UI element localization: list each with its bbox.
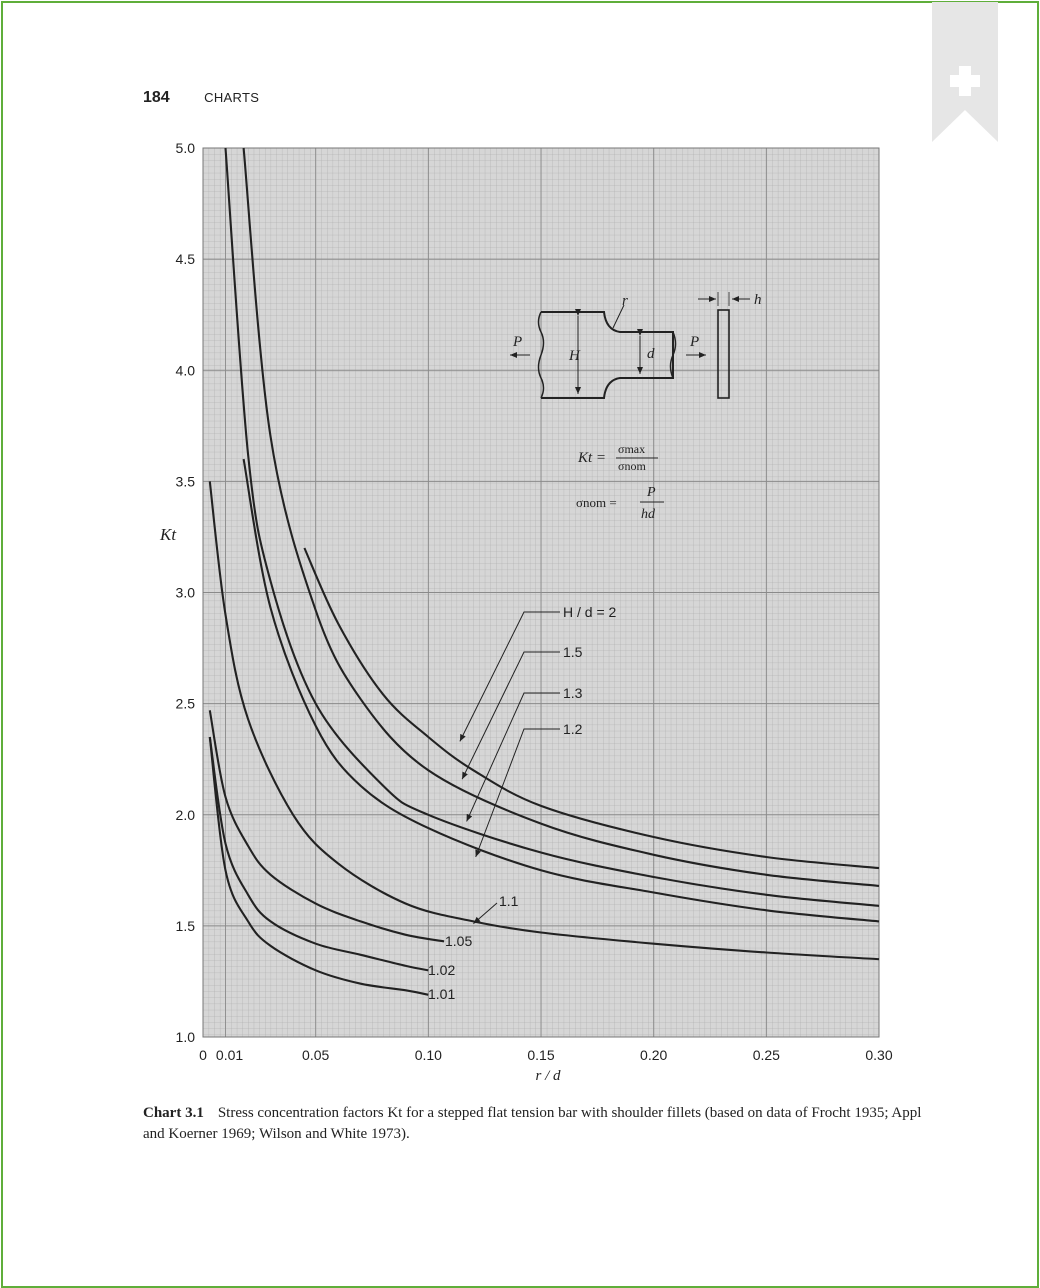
figure-caption: Chart 3.1 Stress concentration factors Kt… (143, 1103, 923, 1145)
formula-nom-lhs: σnom = (576, 495, 617, 510)
y-tick-label: 1.5 (176, 918, 196, 934)
y-tick-label: 2.5 (176, 696, 196, 712)
y-tick-label: 2.0 (176, 807, 196, 823)
curve-label: 1.1 (499, 893, 519, 909)
formula-kt-lhs: Kt = (577, 450, 606, 466)
x-tick-label: 0 (199, 1047, 207, 1063)
formula-kt-den: σnom (618, 459, 646, 473)
plot-border (202, 147, 880, 1038)
break-line-right (669, 331, 677, 379)
y-tick-label: 4.5 (176, 251, 196, 267)
curve-series-1 (242, 147, 880, 887)
curve-leader-line (475, 728, 560, 858)
curve-series-2 (224, 147, 880, 907)
caption-text: Stress concentration factors Kt for a st… (143, 1105, 922, 1142)
curve-group (208, 147, 880, 996)
formula-kt-num: σmax (618, 442, 645, 456)
y-axis-label: Kt (159, 525, 177, 544)
curve-series-3 (242, 458, 880, 923)
x-tick-label: 0.05 (302, 1047, 329, 1063)
curve-leader-line (466, 692, 560, 822)
stepped-bar-diagram (510, 292, 750, 399)
stress-concentration-chart: 1.0 1.5 2.0 2.5 3.0 3.5 4.0 4.5 5.0 0 0.01 0.05 0.10… (159, 140, 893, 1084)
page-header: 184 CHARTS (143, 89, 259, 107)
y-tick-label: 4.0 (176, 362, 196, 378)
bar-side-view (717, 309, 730, 399)
formula-nom-num: P (646, 485, 656, 500)
formula-nom-den: hd (641, 507, 656, 522)
label-H: H (568, 348, 581, 364)
formula-kt: Kt = σmax σnom (577, 442, 658, 473)
page-section-title: CHARTS (204, 90, 260, 105)
x-axis-label: r / d (535, 1068, 561, 1084)
caption-label: Chart 3.1 (143, 1105, 204, 1121)
curve-label: 1.3 (563, 685, 583, 701)
y-tick-label: 3.5 (176, 473, 196, 489)
y-tick-label: 5.0 (176, 140, 196, 156)
page-number: 184 (143, 89, 170, 106)
curve-series-5 (208, 710, 445, 943)
r-leader (612, 304, 625, 329)
label-r: r (622, 293, 628, 309)
curve-leader-line (473, 902, 498, 925)
break-line-left (537, 311, 545, 399)
y-tick-label: 3.0 (176, 585, 196, 601)
x-tick-label: 0.25 (753, 1047, 780, 1063)
curve-label: 1.02 (428, 962, 455, 978)
x-tick-label: 0.15 (527, 1047, 554, 1063)
curve-label: 1.2 (563, 721, 583, 737)
curve-label: 1.05 (445, 933, 472, 949)
x-tick-label: 0.30 (865, 1047, 892, 1063)
y-tick-label: 1.0 (176, 1029, 196, 1045)
label-h: h (754, 292, 762, 308)
curve-leader-line (459, 611, 560, 742)
curve-series-6 (208, 736, 429, 972)
curve-leader-line (461, 651, 560, 780)
major-grid (202, 147, 880, 1038)
label-d: d (647, 346, 655, 362)
x-tick-label: 0.10 (415, 1047, 442, 1063)
curve-series-4 (208, 481, 880, 961)
curve-label: 1.01 (428, 986, 455, 1002)
x-tick-label: 0.01 (216, 1047, 243, 1063)
label-P-left: P (512, 334, 522, 350)
curve-label: H / d = 2 (563, 604, 617, 620)
add-bookmark-icon[interactable] (932, 2, 998, 142)
curve-label: 1.5 (563, 644, 583, 660)
curve-series-7 (208, 736, 429, 996)
label-P-right: P (689, 334, 699, 350)
formula-nominal-stress: σnom = P hd (576, 485, 664, 522)
curve-label-group: H / d = 2 1.5 1.3 1.2 1.1 1.05 1.02 1.01 (428, 604, 617, 1002)
axis-tick-labels: 1.0 1.5 2.0 2.5 3.0 3.5 4.0 4.5 5.0 0 0.01 0.05 0.10… (176, 140, 893, 1063)
x-tick-label: 0.20 (640, 1047, 667, 1063)
